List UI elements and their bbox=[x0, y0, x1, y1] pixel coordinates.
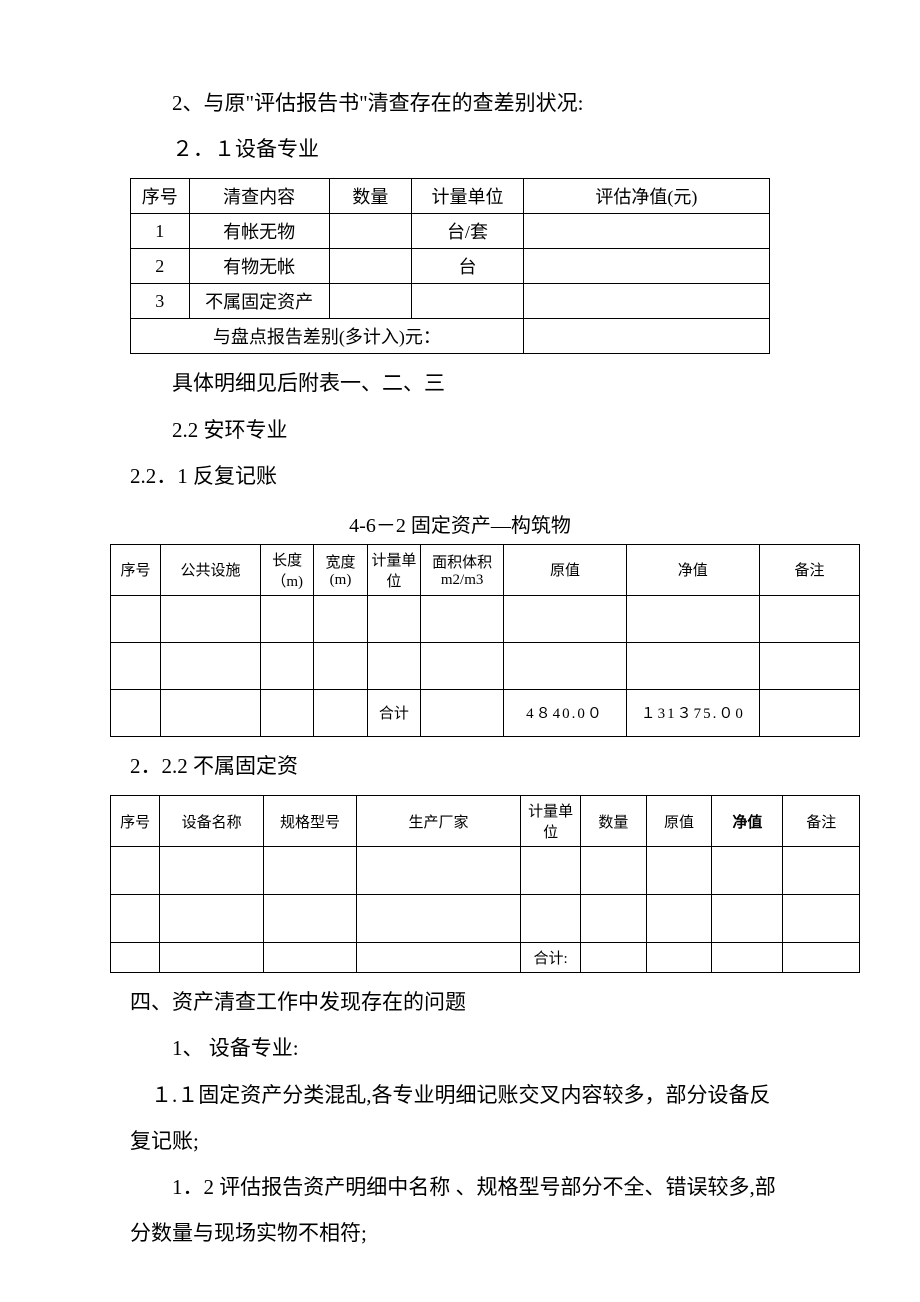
th: 规格型号 bbox=[264, 796, 357, 847]
table-row bbox=[111, 895, 860, 943]
table-nonfixed: 序号 设备名称 规格型号 生产厂家 计量单位 数量 原值 净值 备注 合计: bbox=[110, 795, 860, 973]
cell: 3 bbox=[131, 284, 190, 319]
para-4-1-2: 1．2 评估报告资产明细中名称 、规格型号部分不全、错误较多,部分数量与现场实物… bbox=[130, 1164, 790, 1256]
cell: 有物无帐 bbox=[189, 249, 329, 284]
th: 生产厂家 bbox=[357, 796, 521, 847]
cell: 2 bbox=[131, 249, 190, 284]
table-row-sum: 合计 4８40.0０ １31３75.０0 bbox=[111, 689, 860, 736]
table-row: 序号 设备名称 规格型号 生产厂家 计量单位 数量 原值 净值 备注 bbox=[111, 796, 860, 847]
th: 长度（m) bbox=[261, 544, 314, 595]
cell bbox=[329, 249, 412, 284]
table-row: 序号 公共设施 长度（m) 宽度(m) 计量单位 面积体积m2/m3 原值 净值… bbox=[111, 544, 860, 595]
th: 宽度(m) bbox=[314, 544, 367, 595]
table-equipment-diff: 序号 清查内容 数量 计量单位 评估净值(元) 1 有帐无物 台/套 2 有物无… bbox=[130, 178, 770, 354]
table-row-footer: 与盘点报告差别(多计入)元： bbox=[131, 319, 770, 354]
th: 净值 bbox=[626, 544, 759, 595]
cell: 有帐无物 bbox=[189, 214, 329, 249]
th: 数量 bbox=[581, 796, 647, 847]
cell bbox=[329, 214, 412, 249]
table-row bbox=[111, 847, 860, 895]
th: 设备名称 bbox=[160, 796, 264, 847]
para-2-2-title: 2.2 安环专业 bbox=[130, 407, 790, 453]
th: 原值 bbox=[646, 796, 712, 847]
th: 序号 bbox=[111, 796, 160, 847]
para-2-1-title: ２．１设备专业 bbox=[130, 126, 790, 172]
table-row bbox=[111, 595, 860, 642]
th-content: 清查内容 bbox=[189, 179, 329, 214]
th: 原值 bbox=[504, 544, 626, 595]
para-2-2-1-title: 2.2．1 反复记账 bbox=[130, 453, 790, 499]
cell-sum-net: １31３75.０0 bbox=[626, 689, 759, 736]
th: 序号 bbox=[111, 544, 161, 595]
table-row-sum: 合计: bbox=[111, 943, 860, 973]
cell-sum-label: 合计: bbox=[521, 943, 581, 973]
cell: 不属固定资产 bbox=[189, 284, 329, 319]
cell bbox=[523, 214, 769, 249]
th: 计量单位 bbox=[521, 796, 581, 847]
th: 计量单位 bbox=[367, 544, 420, 595]
cell bbox=[523, 284, 769, 319]
th: 公共设施 bbox=[161, 544, 261, 595]
table-structures: 序号 公共设施 长度（m) 宽度(m) 计量单位 面积体积m2/m3 原值 净值… bbox=[110, 544, 860, 737]
th: 净值 bbox=[712, 796, 783, 847]
th-value: 评估净值(元) bbox=[523, 179, 769, 214]
cell-footer-label: 与盘点报告差别(多计入)元： bbox=[131, 319, 524, 354]
document-page: 2、与原"评估报告书"清查存在的查差别状况: ２．１设备专业 序号 清查内容 数… bbox=[0, 0, 920, 1296]
cell bbox=[329, 284, 412, 319]
cell: 台/套 bbox=[412, 214, 524, 249]
para-2-intro: 2、与原"评估报告书"清查存在的查差别状况: bbox=[130, 80, 790, 126]
cell: 台 bbox=[412, 249, 524, 284]
table-row bbox=[111, 642, 860, 689]
cell bbox=[523, 249, 769, 284]
th-unit: 计量单位 bbox=[412, 179, 524, 214]
th: 备注 bbox=[759, 544, 859, 595]
cell-sum-label: 合计 bbox=[367, 689, 420, 736]
table-row: 2 有物无帐 台 bbox=[131, 249, 770, 284]
th: 备注 bbox=[783, 796, 860, 847]
cell-footer-value bbox=[523, 319, 769, 354]
para-4-1: 1、 设备专业: bbox=[130, 1025, 790, 1071]
table-row: 3 不属固定资产 bbox=[131, 284, 770, 319]
th-seq: 序号 bbox=[131, 179, 190, 214]
cell: 1 bbox=[131, 214, 190, 249]
para-4-1-1: １.１固定资产分类混乱,各专业明细记账交叉内容较多，部分设备反复记账; bbox=[130, 1072, 790, 1164]
section-4-title: 四、资产清查工作中发现存在的问题 bbox=[130, 979, 790, 1025]
para-2-2-2-title: 2．2.2 不属固定资 bbox=[130, 743, 790, 789]
cell-sum-orig: 4８40.0０ bbox=[504, 689, 626, 736]
para-detail-note: 具体明细见后附表一、二、三 bbox=[130, 360, 790, 406]
table-row: 1 有帐无物 台/套 bbox=[131, 214, 770, 249]
cell bbox=[412, 284, 524, 319]
table2-title: 4-6－2 固定资产—构筑物 bbox=[130, 509, 790, 538]
th-qty: 数量 bbox=[329, 179, 412, 214]
table-row: 序号 清查内容 数量 计量单位 评估净值(元) bbox=[131, 179, 770, 214]
th: 面积体积m2/m3 bbox=[420, 544, 503, 595]
